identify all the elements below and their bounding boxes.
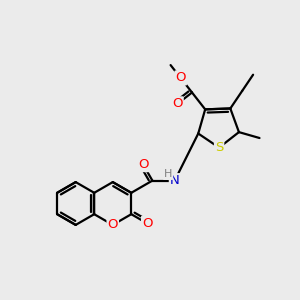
Text: O: O <box>138 158 148 171</box>
Text: O: O <box>172 97 183 110</box>
Text: O: O <box>176 71 186 85</box>
Text: N: N <box>170 174 180 187</box>
Text: S: S <box>215 141 223 154</box>
Text: O: O <box>142 217 152 230</box>
Text: O: O <box>107 218 118 231</box>
Text: H: H <box>164 169 172 179</box>
